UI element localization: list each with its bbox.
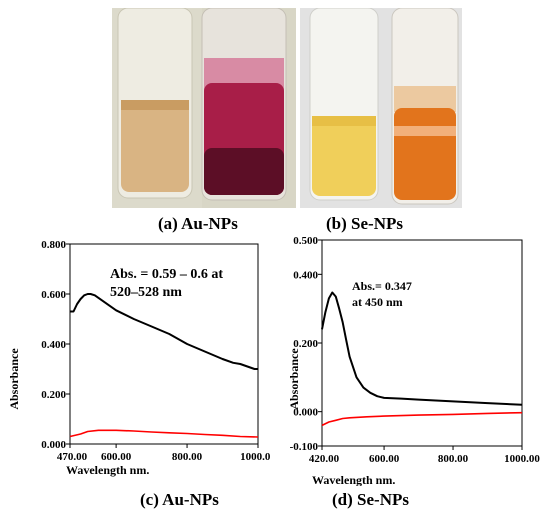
x-tick-label: 470.00	[57, 451, 88, 463]
y-tick-label: 0.400	[293, 269, 318, 281]
y-tick-label: 0.200	[293, 338, 318, 350]
au-nps-spectrum-chart: Absorbance Wavelength nm. 470.00 600.00 80…	[7, 239, 270, 477]
peak-annotation-line-2: at 450 nm	[352, 295, 403, 309]
y-axis-label: Absorbance	[7, 348, 21, 410]
caption-d: (d) Se-NPs	[332, 490, 409, 509]
peak-annotation-line-1: Abs.= 0.347	[352, 279, 412, 293]
x-tick-label: 420.00	[309, 453, 340, 465]
peak-annotation-line-2: 520–528 nm	[110, 285, 182, 300]
plot-area: 420.00 600.00 800.00 1000.00 -0.100 0.000 0.20…	[290, 235, 541, 465]
x-axis-label: Wavelength nm.	[66, 463, 149, 477]
sample-spectrum-line	[321, 291, 523, 406]
reference-spectrum-line	[69, 429, 259, 438]
y-tick-label: 0.500	[293, 235, 318, 247]
caption-a: (a) Au-NPs	[158, 214, 238, 233]
y-tick-label: 0.600	[41, 289, 66, 301]
y-tick-label: 0.000	[41, 439, 66, 451]
x-tick-label: 800.00	[438, 453, 469, 465]
x-tick-label: 600.00	[101, 451, 132, 463]
x-tick-label: 600.00	[369, 453, 400, 465]
x-tick-label: 800.00	[172, 451, 203, 463]
x-axis-label: Wavelength nm.	[312, 473, 395, 486]
y-tick-label: -0.100	[290, 441, 319, 453]
caption-b: (b) Se-NPs	[326, 214, 403, 233]
au-nps-photo	[112, 8, 296, 208]
y-tick-label: 0.800	[41, 239, 66, 251]
peak-annotation-line-1: Abs. = 0.59 – 0.6 at	[110, 267, 223, 282]
x-tick-label: 1000.00	[240, 451, 270, 463]
reference-spectrum-line	[321, 411, 523, 427]
y-tick-label: 0.000	[293, 407, 318, 419]
se-nps-photo	[300, 8, 462, 208]
se-nps-spectrum-chart: Absorbance Wavelength nm. 420.00 600.00 80…	[287, 235, 541, 486]
x-tick-label: 1000.00	[504, 453, 540, 465]
y-axis-label: Absorbance	[287, 348, 301, 410]
y-tick-label: 0.400	[41, 339, 66, 351]
sample-spectrum-line	[70, 293, 258, 370]
y-tick-label: 0.200	[41, 389, 66, 401]
plot-area: 470.00 600.00 800.00 1000.00 0.000 0.200 0.400…	[41, 239, 270, 463]
caption-c: (c) Au-NPs	[140, 490, 219, 509]
